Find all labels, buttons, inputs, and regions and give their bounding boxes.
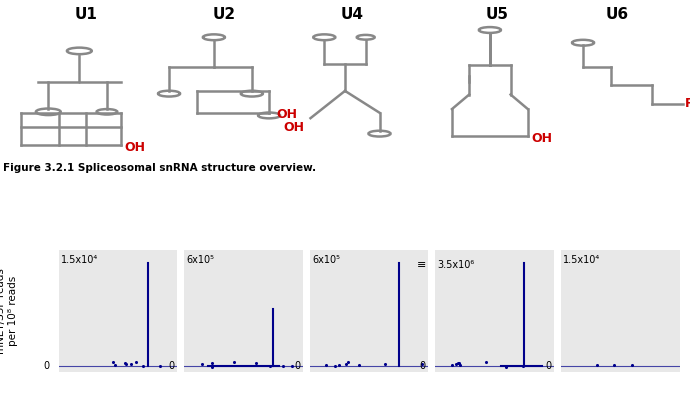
Point [518,363,529,370]
Point [342,359,353,365]
Text: 3.5x10⁶: 3.5x10⁶ [437,260,475,270]
Text: mNET/S5P reads
per 10⁸ reads: mNET/S5P reads per 10⁸ reads [0,268,18,354]
Point [137,363,148,370]
Point [251,360,262,366]
Point [286,363,297,369]
Point [228,359,239,365]
Text: ≡: ≡ [417,260,426,270]
Text: P: P [685,97,690,110]
FancyBboxPatch shape [442,393,548,404]
Text: U1: U1 [75,7,98,22]
Text: Figure 3.2.1 Spliceosomal snRNA structure overview.: Figure 3.2.1 Spliceosomal snRNA structur… [3,163,317,173]
Text: 0: 0 [43,361,49,370]
Point [130,359,141,366]
Text: U2: U2 [213,7,236,22]
Text: 0: 0 [420,361,426,370]
Point [321,362,332,368]
Point [278,363,289,369]
Point [120,360,131,366]
Text: 0: 0 [168,361,175,370]
FancyBboxPatch shape [190,393,297,404]
Text: OH: OH [283,121,304,134]
Point [341,361,352,368]
Point [109,362,120,368]
Point [126,361,137,367]
FancyBboxPatch shape [316,393,422,404]
Text: OH: OH [276,108,297,121]
Point [206,360,217,367]
Point [453,360,464,366]
Text: 6x10⁵: 6x10⁵ [186,255,215,265]
Point [591,362,602,368]
Point [453,360,464,366]
Text: 1.5x10⁴: 1.5x10⁴ [61,255,98,265]
Text: OH: OH [531,132,552,145]
Point [380,360,391,367]
Text: OH: OH [124,141,145,154]
Point [609,362,620,368]
Text: 1.5x10⁴: 1.5x10⁴ [563,255,600,265]
Point [500,363,511,370]
Point [416,361,427,368]
Point [264,362,275,369]
Point [155,363,166,370]
FancyBboxPatch shape [65,393,171,404]
Point [447,362,458,368]
Point [353,362,364,368]
Point [197,361,208,367]
Point [108,359,119,365]
Text: 0: 0 [545,361,551,370]
Point [206,364,217,370]
Text: U5: U5 [485,7,509,22]
Text: U4: U4 [340,7,364,22]
FancyBboxPatch shape [567,393,673,404]
Point [627,362,638,368]
Point [480,359,491,365]
Point [329,363,340,369]
Point [455,362,466,368]
Text: 0: 0 [294,361,300,370]
Text: 6x10⁵: 6x10⁵ [312,255,340,265]
Text: U6: U6 [606,7,629,22]
Point [451,361,462,368]
Point [334,362,345,369]
Point [120,361,131,368]
